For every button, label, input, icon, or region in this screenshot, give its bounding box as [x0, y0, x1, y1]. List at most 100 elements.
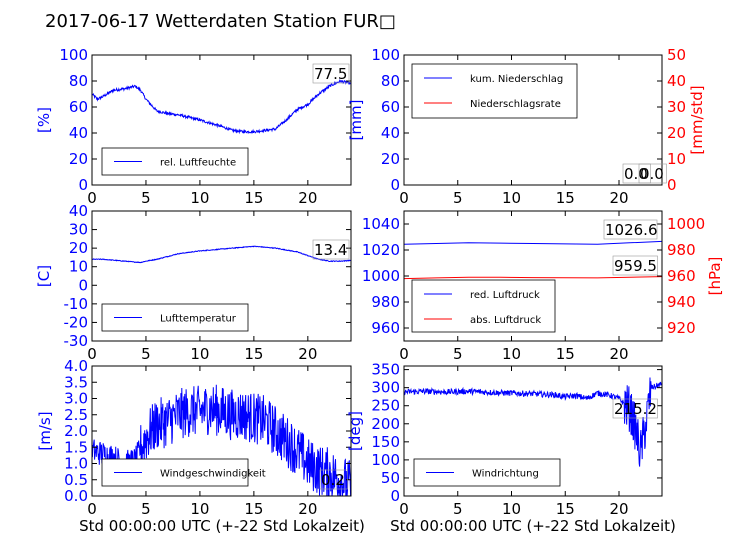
- y-right-tick-label: 0: [667, 176, 677, 194]
- x-tick-label: 20: [298, 345, 317, 363]
- x-tick-label: 10: [502, 189, 521, 207]
- y-right-tick-label: 50: [667, 46, 686, 64]
- y-right-tick-label: 920: [667, 319, 696, 337]
- x-tick-label: 15: [244, 345, 263, 363]
- series-line-red-luftdruck: [404, 240, 662, 245]
- legend-box: [413, 458, 561, 487]
- y-right-tick-label: 40: [667, 72, 686, 90]
- y-tick-label: 0: [78, 176, 88, 194]
- y-right-tick-label: 20: [667, 124, 686, 142]
- y-right-tick-label: 940: [667, 293, 696, 311]
- y-axis-label: [C]: [35, 265, 53, 287]
- x-tick-label: 10: [190, 189, 209, 207]
- y-tick-label: -20: [64, 313, 89, 331]
- x-tick-label: 5: [141, 500, 151, 518]
- current-value-label: 0.0: [624, 165, 648, 183]
- x-tick-label: 15: [556, 345, 575, 363]
- y-tick-label: 1000: [362, 267, 400, 285]
- current-value-label: 13.4: [314, 241, 347, 259]
- value-label-box: [319, 469, 348, 490]
- y-right-axis-label: [mm/std]: [688, 85, 706, 154]
- value-label-box: [312, 63, 350, 84]
- y-right-tick-label: 980: [667, 241, 696, 259]
- y-tick-label: 60: [381, 98, 400, 116]
- value-label-box: [612, 255, 658, 276]
- y-tick-label: 960: [371, 319, 400, 337]
- x-tick-label: 15: [556, 189, 575, 207]
- value-label-box: [312, 239, 350, 260]
- figure-title: 2017-06-17 Wetterdaten Station FUR□: [45, 11, 396, 32]
- legend-box: [411, 279, 556, 333]
- y-tick-label: 40: [69, 124, 88, 142]
- legend-label: rel. Luftfeuchte: [160, 158, 236, 169]
- x-axis-label-right: Std 00:00:00 UTC (+-22 Std Lokalzeit): [390, 517, 676, 535]
- series-line-abs-luftdruck: [404, 276, 662, 280]
- plot-frame: [91, 210, 352, 342]
- y-tick-label: 30: [69, 221, 88, 239]
- x-tick-label: 5: [141, 189, 151, 207]
- current-value-label: 1026.6: [605, 221, 658, 239]
- y-tick-label: 150: [371, 433, 400, 451]
- y-tick-label: 20: [69, 150, 88, 168]
- x-tick-label: 5: [453, 345, 463, 363]
- y-tick-label: 0: [78, 276, 88, 294]
- current-value-label: 959.5: [614, 257, 657, 275]
- x-tick-label: 10: [502, 500, 521, 518]
- y-axis-label: [deg]: [346, 411, 364, 451]
- y-tick-label: 80: [381, 72, 400, 90]
- x-tick-label: 0: [399, 345, 409, 363]
- y-tick-label: 1020: [362, 241, 400, 259]
- temperature-panel: 0 5 10 15 20-30-20-10010203040[C]Lufttempera…: [35, 202, 352, 363]
- x-tick-label: 20: [609, 189, 628, 207]
- plot-frame: [403, 365, 663, 497]
- x-tick-label: 5: [141, 345, 151, 363]
- x-tick-label: 10: [190, 500, 209, 518]
- y-axis-label: [m/s]: [36, 411, 54, 450]
- y-tick-label: 20: [381, 150, 400, 168]
- x-tick-label: 5: [453, 189, 463, 207]
- x-tick-label: 0: [87, 500, 97, 518]
- y-tick-label: 50: [381, 469, 400, 487]
- y-tick-label: 4.0: [64, 357, 88, 375]
- x-tick-label: 15: [556, 500, 575, 518]
- legend-box: [411, 63, 578, 119]
- y-right-axis-label: [hPa]: [706, 257, 724, 296]
- y-tick-label: 200: [371, 415, 400, 433]
- y-tick-label: 350: [371, 361, 400, 379]
- current-value-label: 77.5: [314, 65, 347, 83]
- x-axis-label-left: Std 00:00:00 UTC (+-22 Std Lokalzeit): [79, 517, 365, 535]
- x-tick-label: 0: [87, 189, 97, 207]
- windspeed-panel: 0 5 10 15 20 0.00.51.01.52.02.53.03.54.0 [m/s]…: [36, 357, 352, 518]
- legend-label: Niederschlagsrate: [470, 99, 561, 110]
- x-tick-label: 0: [399, 500, 409, 518]
- y-tick-label: 80: [69, 72, 88, 90]
- y-tick-label: 1.5: [64, 438, 88, 456]
- legend: kum. Niederschlag Niederschlagsrate: [411, 63, 578, 119]
- y-axis-label: [mm]: [347, 100, 365, 141]
- plot-frame: [403, 54, 663, 186]
- value-label-box: [603, 219, 658, 240]
- y-tick-label: 60: [69, 98, 88, 116]
- y-tick-label: 1040: [362, 215, 400, 233]
- y-tick-label: 20: [69, 239, 88, 257]
- y-tick-label: 40: [381, 124, 400, 142]
- legend: Lufttemperatur: [101, 303, 249, 332]
- legend-label: Lufttemperatur: [160, 314, 237, 325]
- y-tick-label: 980: [371, 293, 400, 311]
- legend-label: abs. Luftdruck: [470, 315, 541, 326]
- x-tick-label: 0: [87, 345, 97, 363]
- series-line-rel-luftfeuchte: [92, 79, 351, 135]
- y-tick-label: 1.0: [64, 455, 88, 473]
- value-label-box: [638, 163, 667, 184]
- value-label-box: [612, 398, 658, 419]
- x-tick-label: 20: [609, 500, 628, 518]
- x-tick-label: 5: [453, 500, 463, 518]
- plot-frame: [91, 54, 352, 186]
- winddirection-panel: 0 5 10 15 20050100150200250300350[deg]Windri…: [346, 361, 663, 518]
- y-tick-label: 40: [69, 202, 88, 220]
- y-tick-label: 2.0: [64, 422, 88, 440]
- x-tick-label: 20: [298, 500, 317, 518]
- y-tick-label: 0: [390, 487, 400, 505]
- y-tick-label: -10: [64, 295, 89, 313]
- series-line-lufttemperatur: [92, 245, 351, 264]
